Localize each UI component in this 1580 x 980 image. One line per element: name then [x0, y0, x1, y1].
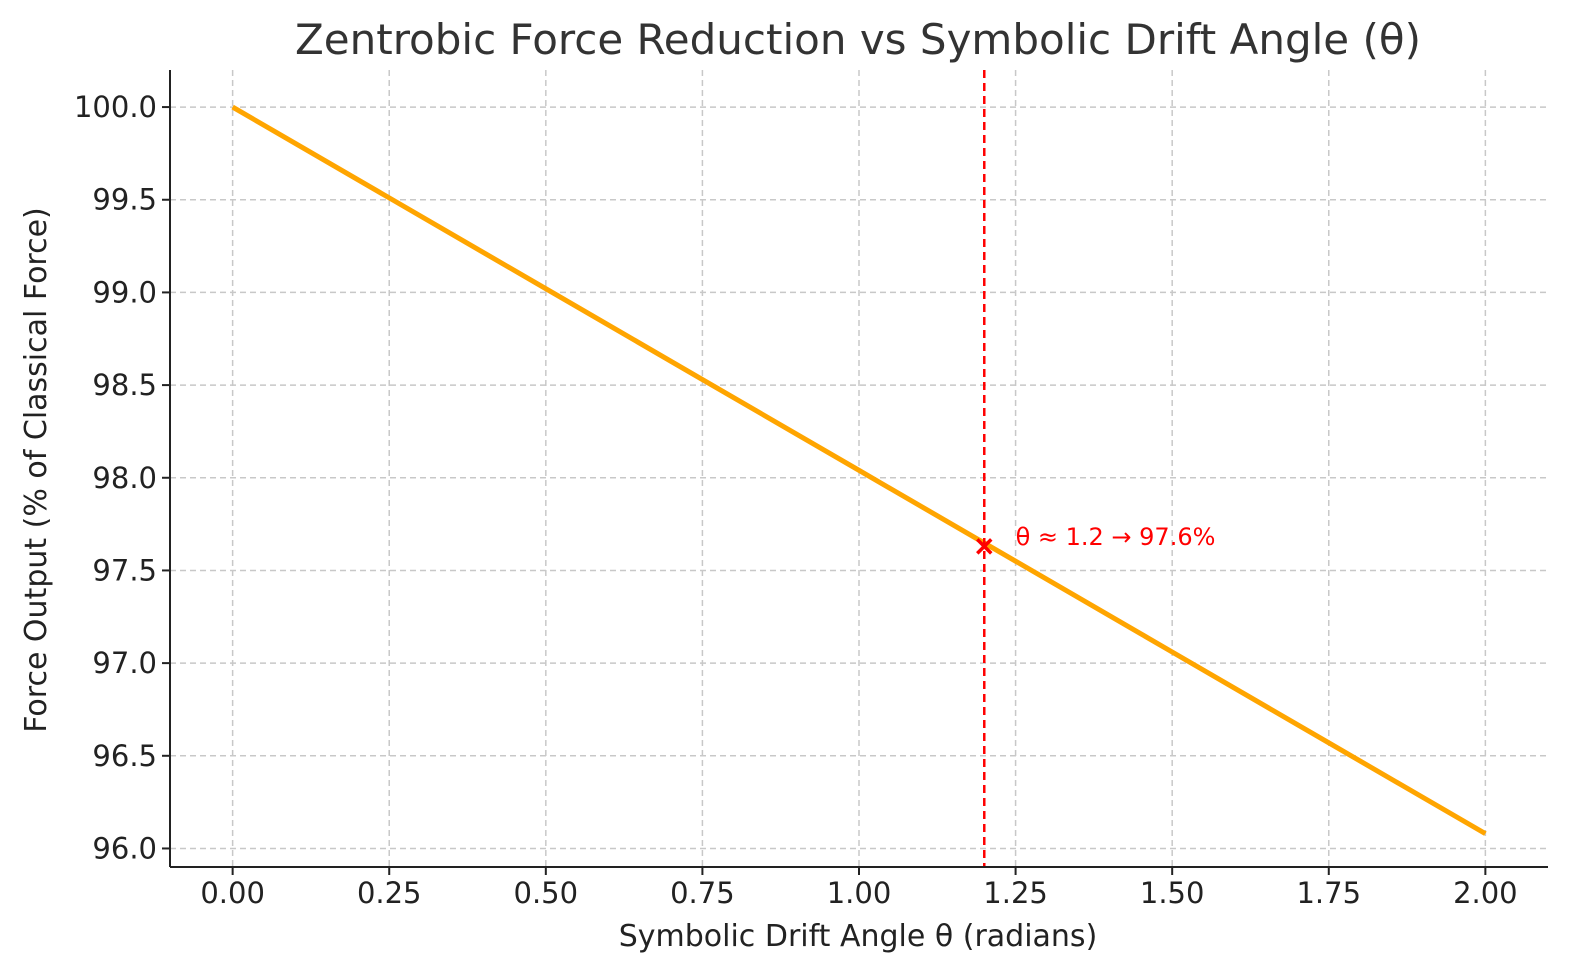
x-tick-label: 1.00	[827, 876, 892, 910]
x-axis-label: Symbolic Drift Angle θ (radians)	[619, 919, 1098, 954]
x-tick-label: 1.50	[1140, 876, 1205, 910]
annotation-label: θ ≈ 1.2 → 97.6%	[1016, 523, 1216, 551]
y-tick-label: 97.5	[92, 553, 157, 587]
marker-stroke	[976, 538, 993, 555]
y-tick-label: 96.5	[92, 739, 157, 773]
y-tick-label: 96.0	[92, 831, 157, 865]
y-tick-label: 98.0	[92, 461, 157, 495]
x-tick-label: 0.50	[514, 876, 579, 910]
y-tick-label: 100.0	[74, 90, 157, 124]
y-tick-label: 98.5	[92, 368, 157, 402]
annotation-layer: θ ≈ 1.2 → 97.6%	[976, 70, 1216, 867]
x-tick-label: 0.25	[357, 876, 422, 910]
y-tick-label: 99.5	[92, 183, 157, 217]
series-layer	[231, 104, 1487, 836]
chart-title: Zentrobic Force Reduction vs Symbolic Dr…	[295, 15, 1421, 64]
x-tick-label: 0.00	[200, 876, 265, 910]
series-line	[231, 104, 1487, 836]
y-axis-label: Force Output (% of Classical Force)	[19, 207, 54, 733]
grid	[170, 70, 1548, 867]
highlight-marker	[976, 538, 993, 555]
y-tick-label: 99.0	[92, 275, 157, 309]
x-tick-label: 2.00	[1453, 876, 1518, 910]
tick-labels: 0.00 0.25 0.50 0.75 1.00 1.25 1.50 1.75 2.00 96.0…	[74, 90, 1518, 910]
x-tick-label: 1.25	[983, 876, 1048, 910]
axes	[162, 70, 1548, 875]
y-tick-label: 97.0	[92, 646, 157, 680]
x-tick-label: 1.75	[1296, 876, 1361, 910]
x-tick-label: 0.75	[670, 876, 735, 910]
